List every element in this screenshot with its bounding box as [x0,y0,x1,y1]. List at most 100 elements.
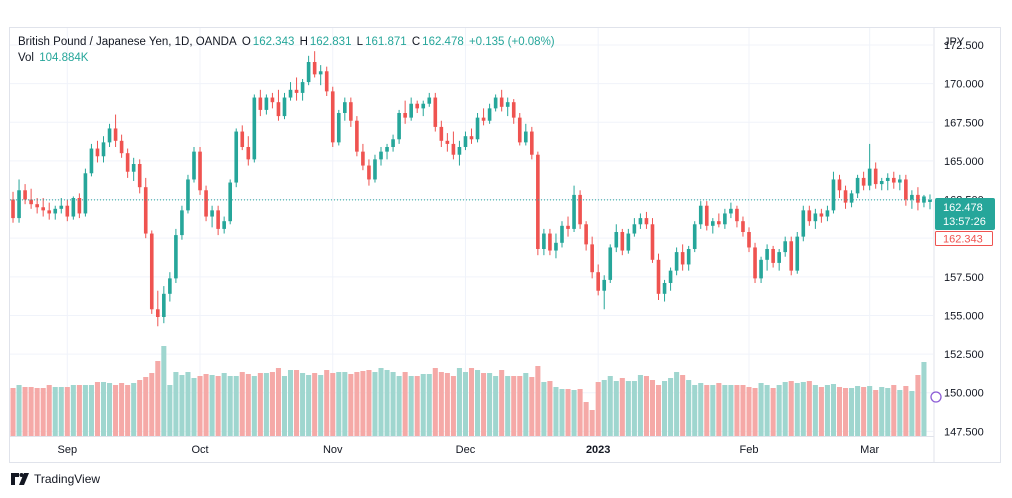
volume-bar [752,388,758,436]
volume-bar [643,376,649,436]
volume-bar [330,373,336,436]
x-tick-label: 2023 [586,444,610,456]
y-tick-label: 172.500 [944,40,984,52]
candle-body [674,252,679,271]
volume-bar [173,372,179,436]
candle-body [795,236,800,271]
candle-body [355,120,359,152]
candle-body [879,181,884,185]
volume-bar [197,376,203,436]
candle-body [487,108,492,121]
high-label: H [299,36,308,48]
volume-bar [541,382,547,436]
x-tick-label: Mar [860,444,879,456]
y-tick-label: 170.000 [944,79,984,91]
volume-bar [867,386,873,436]
candle-body [596,272,600,291]
candle-body [35,204,39,208]
footer: TradingView [11,472,100,486]
y-tick-label: 167.500 [944,117,984,129]
candle-body [614,232,619,248]
volume-bar [571,390,577,436]
volume-bar [674,372,680,436]
low-value: 161.871 [365,36,407,48]
candle-body [318,71,323,75]
volume-bar [312,373,318,436]
candle-body [427,97,432,104]
volume-bar [595,382,601,436]
volume-bar [909,391,915,436]
volume-bar [438,372,444,436]
volume-bar [637,375,643,436]
volume-bar [523,373,529,436]
candle-body [180,210,184,236]
volume-bar [275,368,281,436]
volume-bar [583,402,589,436]
volume-bar [233,376,239,436]
candle-body [397,113,401,140]
volume-bar [384,370,390,436]
volume-bar [547,381,553,436]
volume-bar [607,376,613,436]
close-label: C [411,36,421,48]
volume-bar [456,368,462,436]
change-value: +0.135 (+0.08%) [468,36,555,48]
candle-body [572,194,576,229]
candle-body [523,131,528,143]
tradingview-logo-icon[interactable] [11,473,29,485]
candle-body [578,194,582,225]
volume-bar [221,373,227,436]
volume-bar [734,385,740,436]
volume-bar [414,376,420,436]
volume-bar [481,373,487,436]
volume-bar [885,388,891,436]
volume-bar [215,376,221,436]
candle-body [729,208,733,214]
candle-body [493,97,498,109]
scroll-handle-icon[interactable] [930,391,942,403]
candle-body [367,165,371,180]
x-tick-label: Sep [58,444,78,456]
y-tick-label: 150.000 [944,388,984,400]
brand-name: TradingView [34,472,101,486]
candle-body [101,142,106,157]
volume-bar [625,381,631,436]
volume-bar [269,372,275,436]
volume-bar [855,386,861,436]
candle-body [107,128,112,143]
open-label: O [241,36,251,48]
volume-bar [318,375,324,436]
candle-body [143,187,148,234]
candle-body [343,102,347,113]
volume-bar [70,385,76,436]
price-candles [11,51,932,327]
volume-bar [227,376,233,436]
volume-bar [137,380,143,436]
candle-body [910,194,914,200]
volume-bar [879,387,885,436]
volume-bar [468,368,475,436]
volume-bar [782,382,788,436]
candle-body [530,131,534,155]
candle-body [638,218,643,225]
candle-body [294,89,299,93]
candle-body [125,153,130,172]
volume-bar [668,378,674,436]
volume-bar [131,383,137,436]
volume-bar [613,381,619,436]
candle-body [717,221,721,225]
volume-bar [52,387,58,436]
candle-body [119,140,124,154]
volume-bars [10,346,927,436]
volume-bar [770,388,776,436]
candle-body [174,235,178,279]
candle-body [584,224,588,245]
high-value: 162.831 [309,36,352,48]
candle-body [542,233,546,249]
candle-body [379,151,383,160]
volume-bar [100,382,107,436]
candle-body [168,278,172,294]
candle-body [723,213,727,225]
volume-bar [921,362,927,436]
